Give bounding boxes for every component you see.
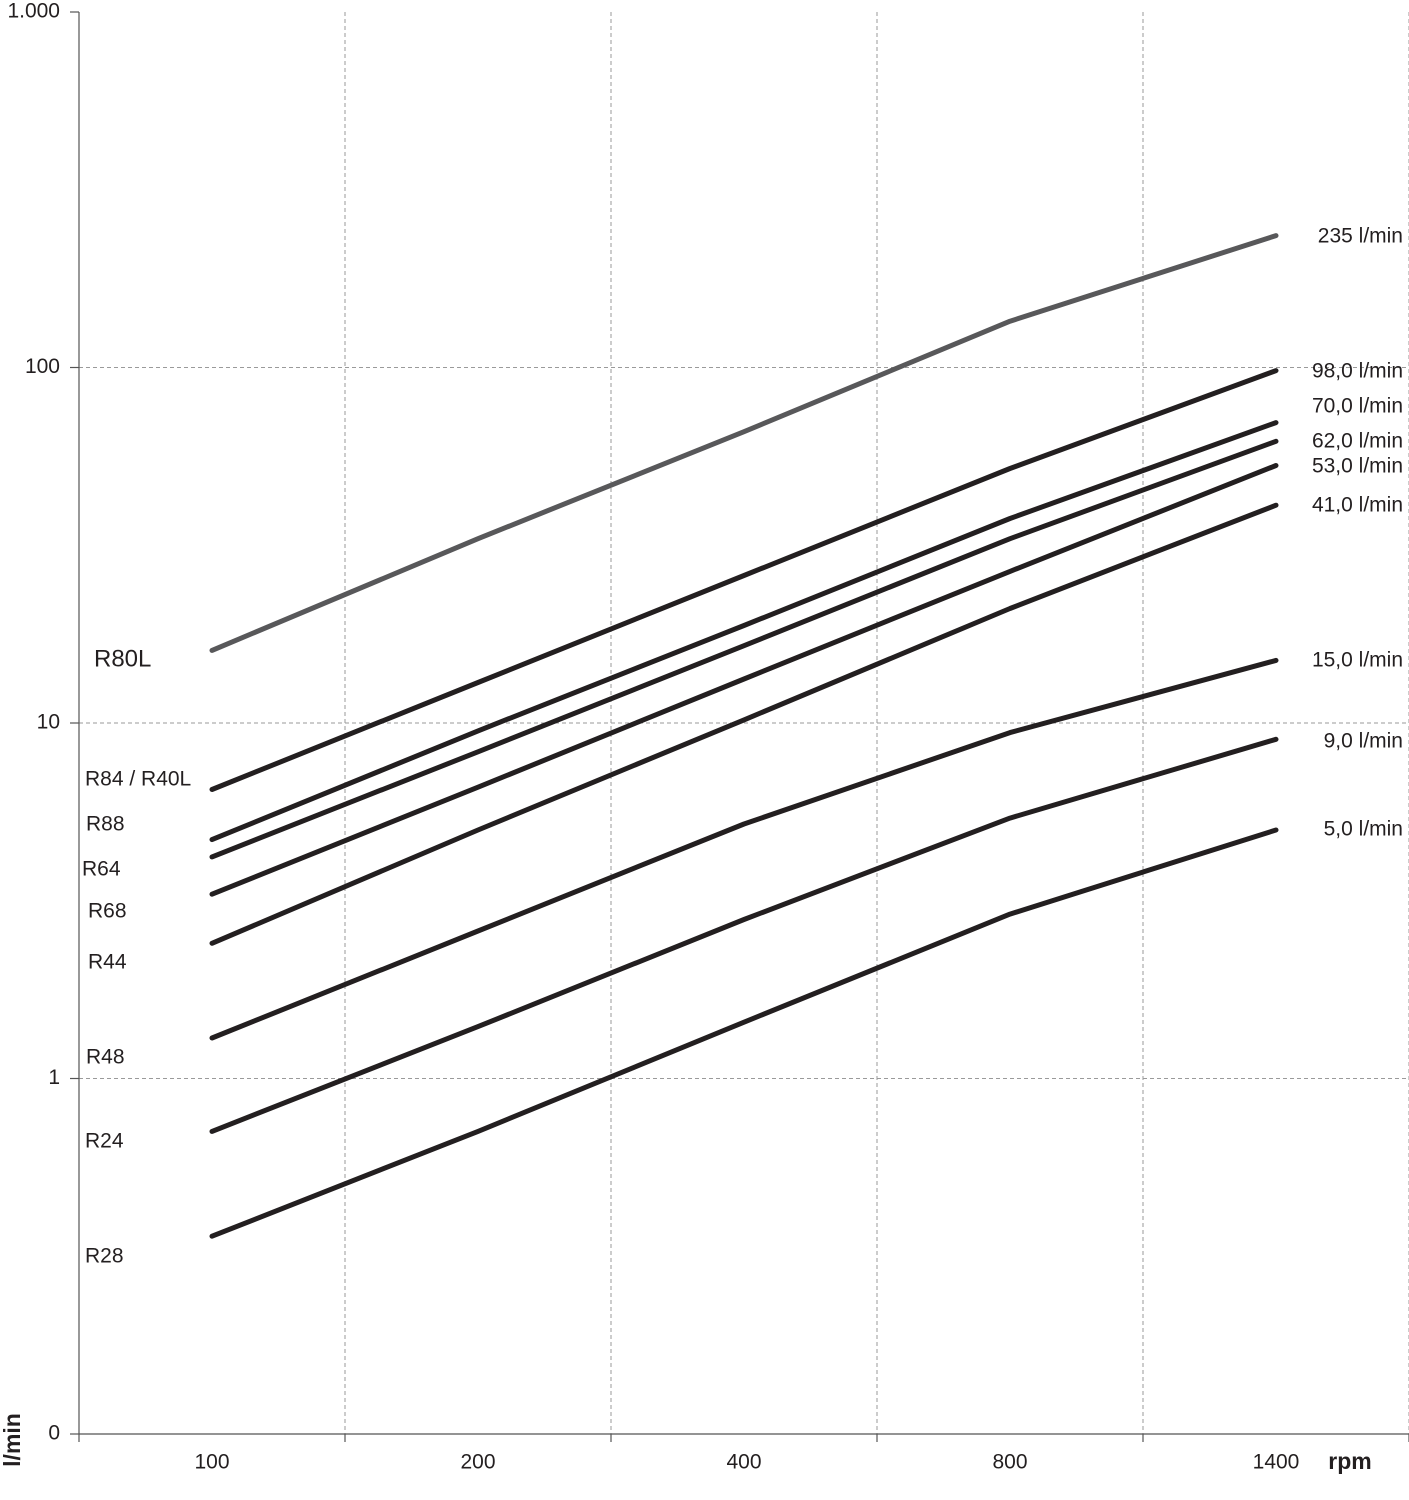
series-line — [209, 438, 1279, 860]
value-label: 235 l/min — [1318, 225, 1403, 248]
y-tick-label: 0 — [48, 1422, 60, 1445]
value-label: 5,0 l/min — [1324, 818, 1403, 841]
x-tick-label: 800 — [992, 1451, 1027, 1474]
y-tick-label: 10 — [37, 711, 60, 734]
series-name: R48 — [86, 1046, 125, 1069]
value-label: 9,0 l/min — [1324, 730, 1403, 753]
series-name: R80L — [94, 645, 151, 672]
y-axis-label: l/min — [0, 1413, 25, 1467]
value-label: 62,0 l/min — [1312, 430, 1403, 453]
series-line — [209, 502, 1279, 946]
series-name: R44 — [88, 951, 127, 974]
y-tick-label: 1 — [48, 1066, 60, 1089]
series-name: R84 / R40L — [85, 768, 191, 791]
x-tick-label: 400 — [726, 1451, 761, 1474]
value-label: 98,0 l/min — [1312, 360, 1403, 383]
series-line — [209, 233, 1279, 653]
value-label: 41,0 l/min — [1312, 494, 1403, 517]
series-line — [209, 368, 1279, 792]
value-label: 15,0 l/min — [1312, 649, 1403, 672]
value-label: 53,0 l/min — [1312, 455, 1403, 478]
series-name: R28 — [85, 1245, 124, 1268]
series-line — [209, 657, 1279, 1041]
series-line — [209, 463, 1279, 897]
series-line — [209, 827, 1279, 1239]
y-tick-label: 1.000 — [7, 0, 60, 23]
series-line — [209, 420, 1279, 843]
x-axis-label: rpm — [1328, 1448, 1371, 1474]
value-label: 70,0 l/min — [1312, 395, 1403, 418]
x-tick-label: 1400 — [1253, 1451, 1300, 1474]
series-name: R64 — [82, 858, 121, 881]
series-line — [209, 736, 1279, 1134]
y-tick-label: 100 — [25, 355, 60, 378]
series-name: R88 — [86, 813, 125, 836]
series-name: R24 — [85, 1130, 124, 1153]
series-name: R68 — [88, 900, 127, 923]
x-tick-label: 100 — [194, 1451, 229, 1474]
x-tick-label: 200 — [460, 1451, 495, 1474]
